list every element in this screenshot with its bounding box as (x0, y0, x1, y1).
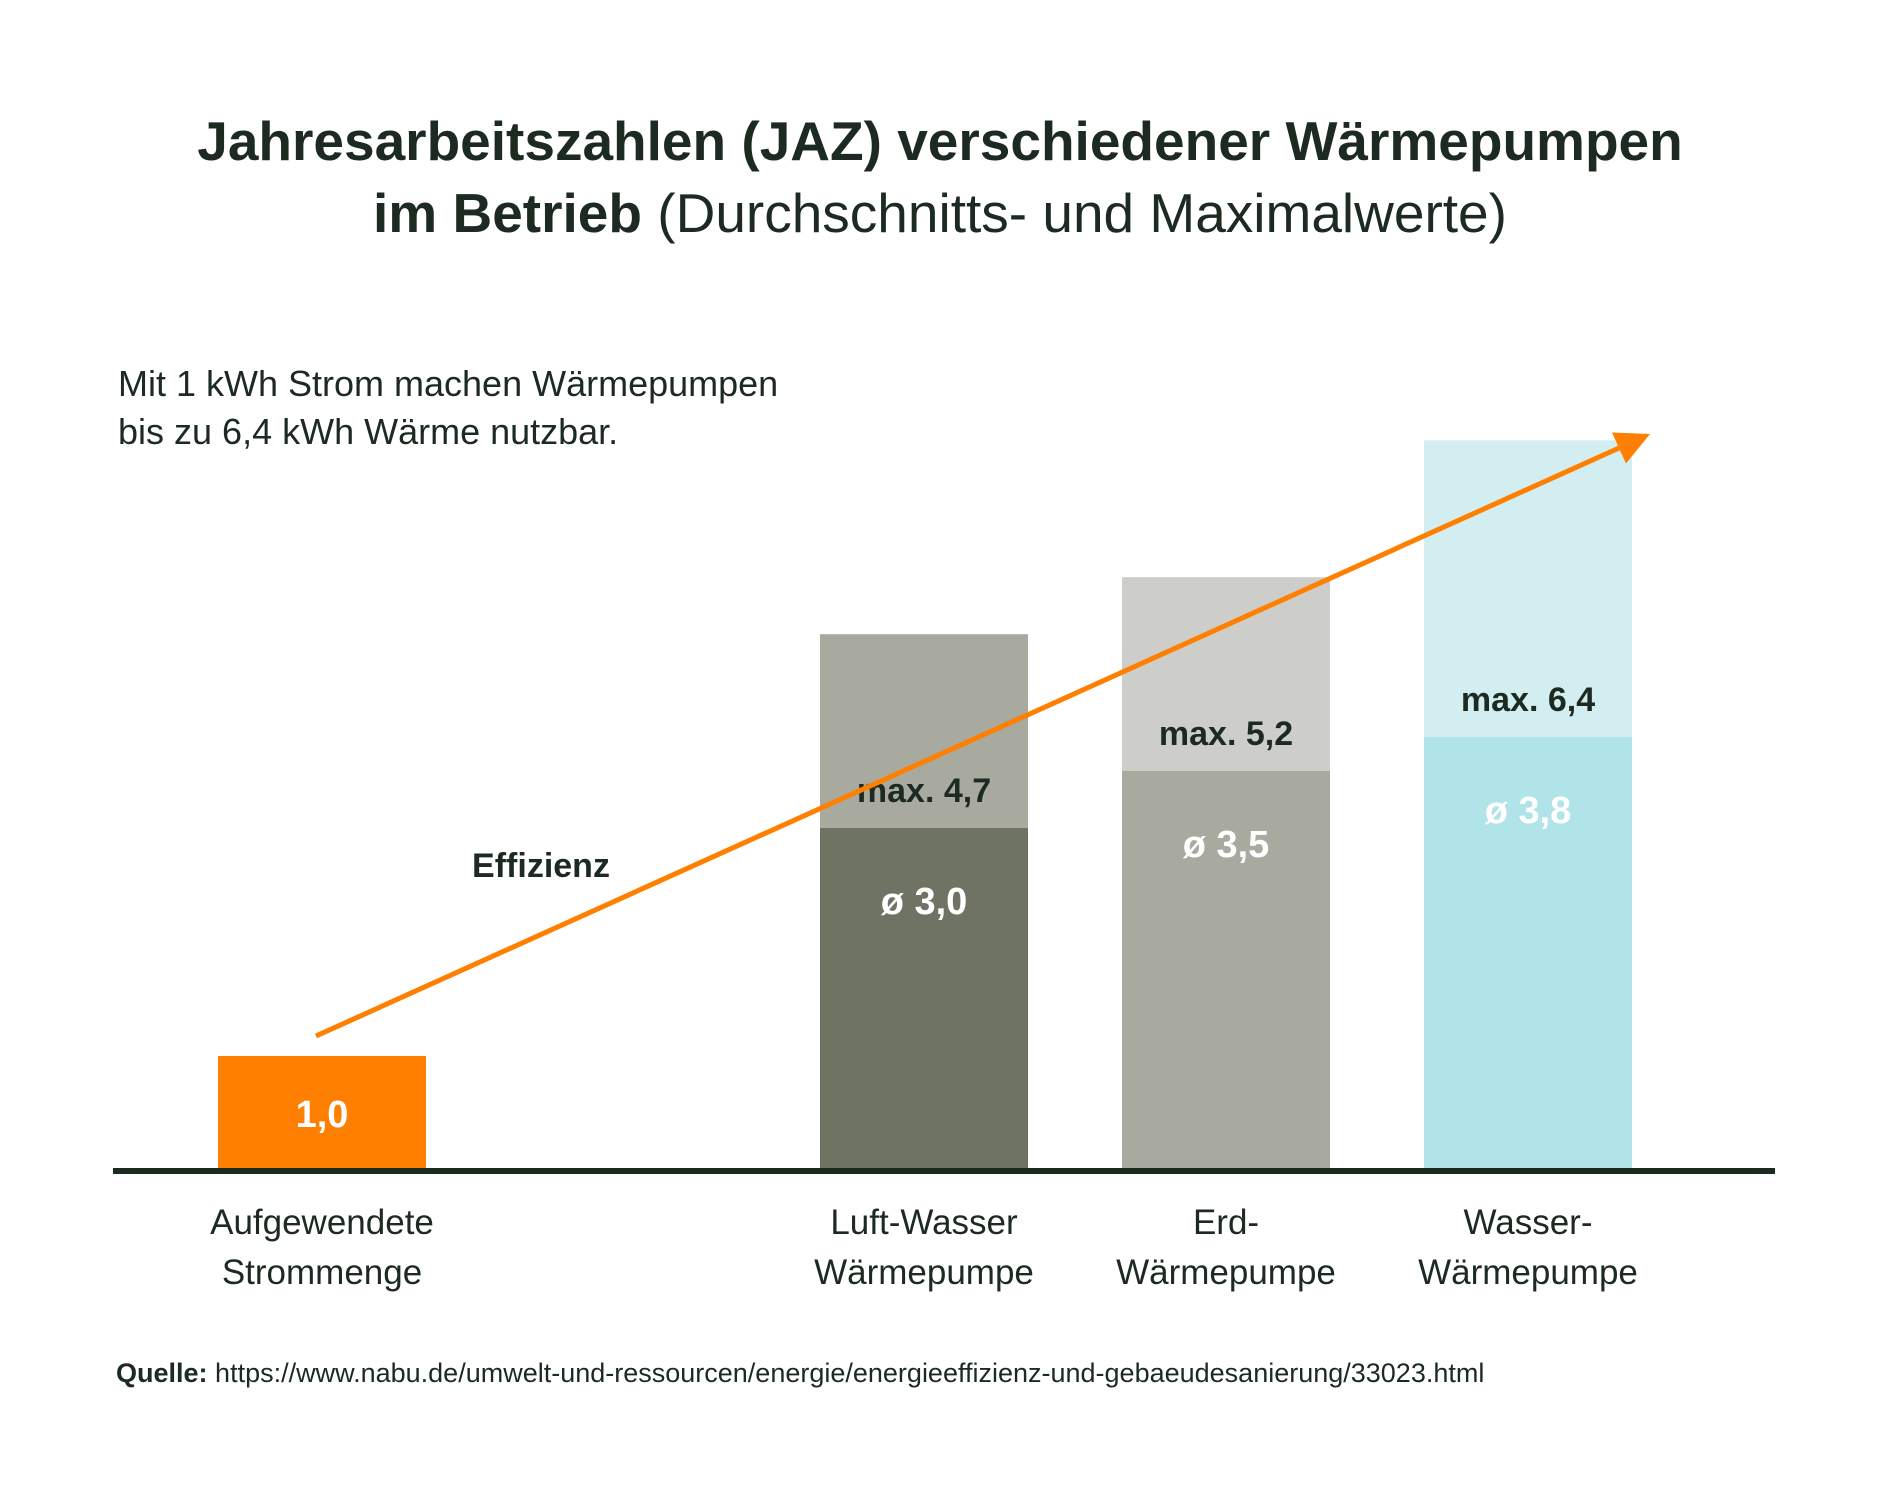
title-line-2: im Betrieb (Durchschnitts- und Maximalwe… (0, 177, 1880, 249)
category-label-0-0: Aufgewendete (210, 1203, 434, 1242)
bar-avg-label-3: ø 3,8 (1485, 790, 1572, 832)
category-label-3-1: Wärmepumpe (1418, 1253, 1638, 1292)
source-url: https://www.nabu.de/umwelt-und-ressource… (215, 1358, 1485, 1388)
bar-max-label-1: max. 4,7 (857, 772, 991, 810)
bar-max-2 (1122, 577, 1330, 771)
subtitle-line-1: Mit 1 kWh Strom machen Wärmepumpen (118, 363, 779, 404)
efficiency-label: Effizienz (472, 847, 610, 885)
bar-max-label-2: max. 5,2 (1159, 715, 1293, 753)
efficiency-arrow-line (314, 445, 1621, 1039)
bar-avg-2 (1122, 771, 1330, 1170)
chart-title: Jahresarbeitszahlen (JAZ) verschiedener … (0, 105, 1880, 249)
category-label-2-1: Wärmepumpe (1116, 1253, 1336, 1292)
category-label-1-1: Wärmepumpe (814, 1253, 1034, 1292)
bar-avg-3 (1424, 736, 1632, 1170)
title-line-1: Jahresarbeitszahlen (JAZ) verschiedener … (197, 110, 1683, 172)
bar-avg-label-0: 1,0 (296, 1094, 349, 1136)
bar-avg-label-2: ø 3,5 (1183, 824, 1270, 866)
source-note: Quelle: https://www.nabu.de/umwelt-und-r… (116, 1358, 1484, 1389)
bar-max-label-3: max. 6,4 (1461, 681, 1595, 719)
title-line-2-light: (Durchschnitts- und Maximalwerte) (657, 182, 1507, 244)
bar-avg-1 (820, 828, 1028, 1170)
source-label: Quelle: (116, 1358, 208, 1388)
efficiency-arrow-head (1612, 432, 1650, 464)
bar-avg-label-1: ø 3,0 (881, 881, 968, 923)
subtitle-line-2: bis zu 6,4 kWh Wärme nutzbar. (118, 411, 619, 452)
bar-avg-0 (218, 1056, 426, 1170)
category-label-0-1: Strommenge (222, 1253, 422, 1292)
category-label-2-0: Erd- (1193, 1203, 1259, 1242)
chart-subtitle: Mit 1 kWh Strom machen Wärmepumpen bis z… (118, 360, 778, 456)
title-line-2-bold: im Betrieb (373, 182, 642, 244)
category-label-1-0: Luft-Wasser (830, 1203, 1018, 1242)
category-label-3-0: Wasser- (1464, 1203, 1593, 1242)
